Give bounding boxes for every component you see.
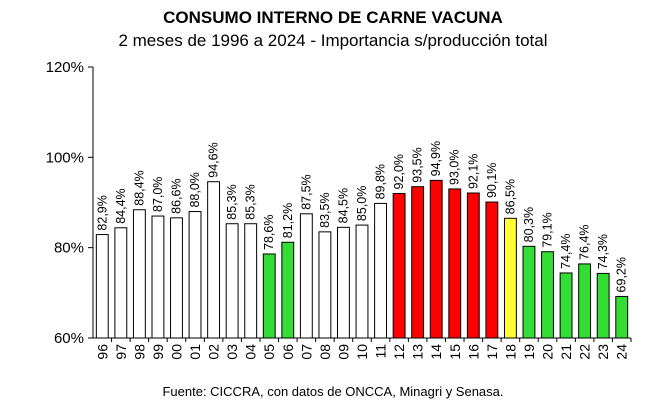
x-tick-label: 19 [521,344,537,360]
data-label: 74,4% [559,234,573,269]
data-label: 69,2% [615,257,629,292]
x-tick-label: 15 [447,344,463,360]
x-tick-label: 09 [335,344,351,360]
x-tick-label: 10 [354,344,370,360]
bar [188,211,202,339]
data-label: 85,0% [355,186,369,221]
x-tick-label: 11 [373,344,389,359]
data-label: 87,5% [299,174,313,209]
x-tick-label: 98 [131,344,147,360]
x-tick-label: 21 [558,344,574,360]
y-tick-label: 100% [46,149,84,166]
data-label: 85,3% [225,184,239,219]
x-tick-label: 24 [614,344,630,360]
bar [225,223,239,339]
bar [522,245,536,339]
bar [355,224,369,339]
chart-source: Fuente: CICCRA, con datos de ONCCA, Mina… [162,384,504,399]
x-tick-label: 96 [94,344,110,360]
x-tick-label: 17 [484,344,500,360]
data-label: 87,0% [151,177,165,212]
bar [448,188,462,339]
bar [466,192,480,339]
x-tick-label: 18 [502,344,518,360]
x-tick-label: 97 [113,344,129,360]
data-label: 92,1% [466,154,480,189]
x-tick-label: 16 [465,344,481,360]
x-tick-label: 08 [317,344,333,360]
bar [337,226,350,339]
data-label: 83,5% [318,192,332,227]
data-label: 92,0% [392,154,406,189]
bar [374,202,387,339]
data-label: 84,5% [336,188,350,223]
data-label: 89,8% [374,164,388,199]
x-tick-label: 01 [187,344,203,360]
bar [578,263,592,339]
x-tick-label: 06 [280,344,296,360]
data-label: 86,5% [503,179,517,214]
bar [541,251,554,339]
x-tick-label: 13 [410,344,426,360]
bar [596,272,610,339]
y-tick-label: 120% [46,59,84,76]
bar [244,223,258,339]
data-label: 78,6% [262,215,276,250]
data-label: 93,5% [411,147,425,182]
data-label: 84,4% [114,188,128,223]
bar [151,215,165,339]
data-label: 76,4% [578,224,592,259]
bar [262,253,276,339]
y-tick-label: 80% [54,240,84,257]
bar [170,217,183,339]
bar [207,181,221,339]
data-label: 82,9% [95,195,109,230]
bar [299,213,313,339]
x-tick-label: 04 [243,344,259,360]
x-tick-label: 00 [168,344,184,360]
bar [281,241,295,339]
data-label: 93,0% [448,149,462,184]
bar [485,201,499,339]
x-tick-label: 12 [391,344,407,360]
data-label: 79,1% [541,212,555,247]
bar [114,227,128,339]
data-label: 88,4% [132,170,146,205]
data-label: 90,1% [485,163,499,198]
x-tick-label: 14 [428,344,444,360]
x-tick-label: 22 [577,344,593,360]
bar [615,295,629,339]
bar [95,234,109,339]
chart-subtitle: 2 meses de 1996 a 2024 - Importancia s/p… [118,31,548,50]
x-tick-label: 23 [595,344,611,360]
bar [429,179,443,339]
x-tick-label: 03 [224,344,240,360]
bar [132,209,146,339]
data-label: 94,9% [429,141,443,176]
data-label: 85,3% [244,184,258,219]
data-label: 86,6% [169,178,183,213]
data-label: 81,2% [281,203,295,238]
x-tick-label: 20 [540,344,556,360]
bar [559,272,573,339]
x-tick-label: 05 [261,344,277,360]
x-tick-label: 02 [206,344,222,360]
data-label: 88,0% [188,172,202,207]
bar [392,192,406,339]
bar [318,231,332,339]
bar [503,217,517,339]
data-label: 80,3% [522,207,536,242]
bar [411,186,425,339]
data-label: 74,3% [596,234,610,269]
y-tick-label: 60% [54,330,84,347]
chart-title: CONSUMO INTERNO DE CARNE VACUNA [163,8,503,27]
x-tick-label: 07 [298,344,314,360]
x-tick-label: 99 [150,344,166,360]
data-label: 94,6% [207,142,221,177]
